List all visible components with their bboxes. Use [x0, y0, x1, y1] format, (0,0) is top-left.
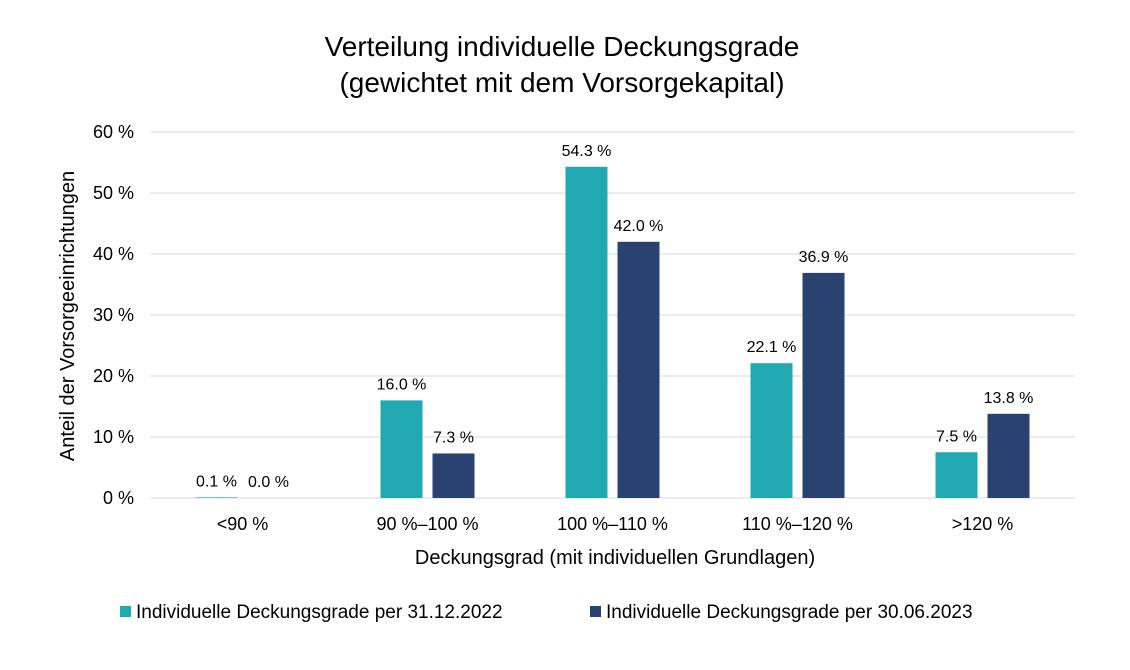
bar-series-1-0	[195, 497, 238, 498]
data-labels: 0.1 % 0.0 % 16.0 % 7.3 % 54.3 % 42.0 % 22.1 % 3…	[196, 143, 1033, 491]
x-axis-label: Deckungsgrad (mit individuellen Grundlag…	[415, 547, 815, 569]
chart-title-line-1: Verteilung individuelle Deckungsgrade	[325, 31, 800, 62]
data-label: 13.8 %	[984, 390, 1034, 407]
legend-label-2: Individuelle Deckungsgrade per 30.06.202…	[606, 602, 973, 623]
y-axis-ticks: 0 % 10 % 20 % 30 % 40 % 50 % 60 %	[93, 122, 134, 508]
bar-series-1-2	[565, 166, 608, 498]
x-tick-label: >120 %	[952, 514, 1014, 534]
data-label: 0.1 %	[196, 473, 237, 490]
x-axis-ticks: <90 % 90 %–100 % 100 %–110 % 110 %–120 % >12…	[217, 514, 1014, 534]
y-tick-label: 60 %	[93, 122, 134, 142]
y-tick-label: 50 %	[93, 183, 134, 203]
legend-label-1: Individuelle Deckungsgrade per 31.12.202…	[136, 602, 503, 623]
data-label: 16.0 %	[377, 376, 427, 393]
y-tick-label: 40 %	[93, 244, 134, 264]
x-tick-label: 90 %–100 %	[376, 514, 478, 534]
bar-series-1-1	[380, 400, 423, 498]
bar-series-2-3	[802, 272, 845, 498]
bar-series-2-2	[617, 241, 660, 499]
data-label: 42.0 %	[614, 218, 664, 235]
data-label: 54.3 %	[562, 143, 612, 160]
y-tick-label: 20 %	[93, 366, 134, 386]
data-label: 22.1 %	[747, 339, 797, 356]
bar-series-2-1	[432, 453, 475, 498]
bar-series-1-3	[750, 363, 793, 498]
data-label: 7.5 %	[936, 428, 977, 445]
x-tick-label: 110 %–120 %	[742, 514, 853, 534]
y-axis-label: Anteil der Vorsorgeeinrichtungen	[57, 171, 79, 461]
data-label: 0.0 %	[248, 474, 289, 491]
legend-swatch-1	[120, 606, 131, 617]
data-label: 36.9 %	[799, 249, 849, 266]
y-tick-label: 0 %	[103, 488, 134, 508]
legend-swatch-2	[590, 606, 601, 617]
bar-series-1-4	[935, 452, 978, 498]
bars	[195, 166, 1030, 499]
x-tick-label: <90 %	[217, 514, 269, 534]
bar-series-2-4	[987, 413, 1030, 498]
y-tick-label: 30 %	[93, 305, 134, 325]
data-label: 7.3 %	[433, 429, 474, 446]
y-tick-label: 10 %	[93, 427, 134, 447]
legend: Individuelle Deckungsgrade per 31.12.202…	[120, 602, 973, 623]
x-tick-label: 100 %–110 %	[557, 514, 668, 534]
gridlines	[150, 131, 1075, 499]
chart-title-line-2: (gewichtet mit dem Vorsorgekapital)	[339, 67, 784, 98]
